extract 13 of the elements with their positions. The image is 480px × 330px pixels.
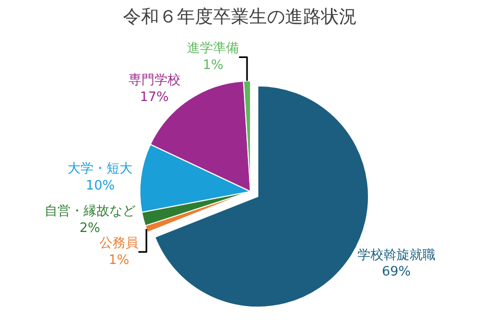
slice-label: 進学準備 <box>187 41 240 56</box>
chart-title: 令和６年度卒業生の進路状況 <box>123 6 357 28</box>
slice-label: 専門学校 <box>128 73 180 88</box>
slice-label: 学校斡旋就職 <box>357 248 436 263</box>
data-label: 2% <box>80 220 100 236</box>
slice-label: 自営・縁故など <box>44 204 136 220</box>
slice-label: 公務員 <box>99 236 138 251</box>
slice-label: 大学・短大 <box>68 161 133 176</box>
data-label: 1% <box>202 58 224 74</box>
data-label: 10% <box>86 178 115 194</box>
data-label: 1% <box>108 252 130 268</box>
data-label: 69% <box>382 264 411 280</box>
data-label: 17% <box>140 90 169 106</box>
